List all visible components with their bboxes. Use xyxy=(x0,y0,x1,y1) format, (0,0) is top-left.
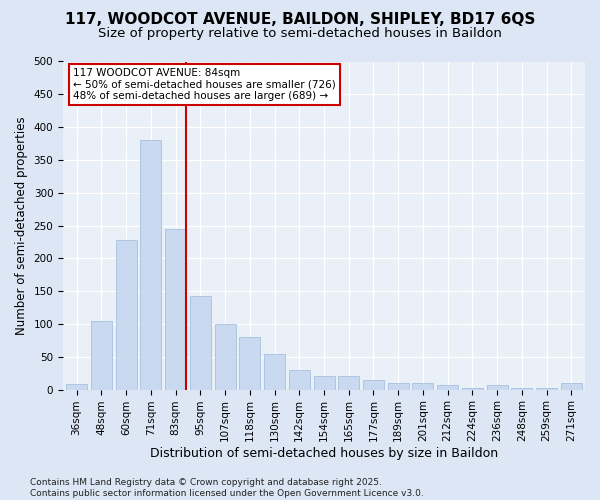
Bar xyxy=(536,388,557,390)
Bar xyxy=(91,320,112,390)
Bar xyxy=(412,383,433,390)
Bar xyxy=(215,324,236,390)
Bar xyxy=(165,229,186,390)
Bar xyxy=(264,354,285,390)
Bar xyxy=(511,388,532,390)
Bar xyxy=(314,376,335,390)
Text: Size of property relative to semi-detached houses in Baildon: Size of property relative to semi-detach… xyxy=(98,28,502,40)
Text: 117 WOODCOT AVENUE: 84sqm
← 50% of semi-detached houses are smaller (726)
48% of: 117 WOODCOT AVENUE: 84sqm ← 50% of semi-… xyxy=(73,68,336,102)
Bar xyxy=(462,388,483,390)
X-axis label: Distribution of semi-detached houses by size in Baildon: Distribution of semi-detached houses by … xyxy=(150,447,498,460)
Bar xyxy=(388,383,409,390)
Bar xyxy=(561,383,582,390)
Bar xyxy=(289,370,310,390)
Bar xyxy=(239,337,260,390)
Bar xyxy=(116,240,137,390)
Bar xyxy=(338,376,359,390)
Bar xyxy=(487,385,508,390)
Bar xyxy=(140,140,161,390)
Bar xyxy=(66,384,87,390)
Text: 117, WOODCOT AVENUE, BAILDON, SHIPLEY, BD17 6QS: 117, WOODCOT AVENUE, BAILDON, SHIPLEY, B… xyxy=(65,12,535,28)
Text: Contains HM Land Registry data © Crown copyright and database right 2025.
Contai: Contains HM Land Registry data © Crown c… xyxy=(30,478,424,498)
Bar xyxy=(437,385,458,390)
Bar xyxy=(363,380,384,390)
Y-axis label: Number of semi-detached properties: Number of semi-detached properties xyxy=(15,116,28,335)
Bar xyxy=(190,296,211,390)
